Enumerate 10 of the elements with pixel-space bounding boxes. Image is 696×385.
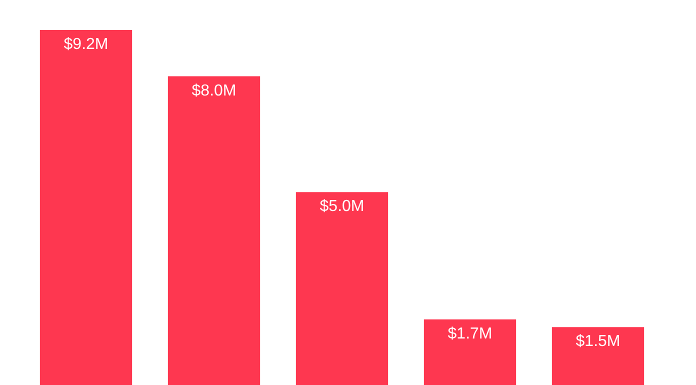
bar (552, 327, 644, 385)
bar (40, 30, 132, 385)
data-label: $5.0M (320, 198, 364, 216)
data-label: $1.5M (576, 333, 620, 350)
data-label: $9.2M (64, 36, 108, 53)
bar (168, 76, 260, 385)
data-label: $8.0M (192, 82, 236, 100)
bar (296, 192, 388, 385)
data-label: $1.7M (448, 325, 492, 342)
bar (424, 319, 516, 385)
